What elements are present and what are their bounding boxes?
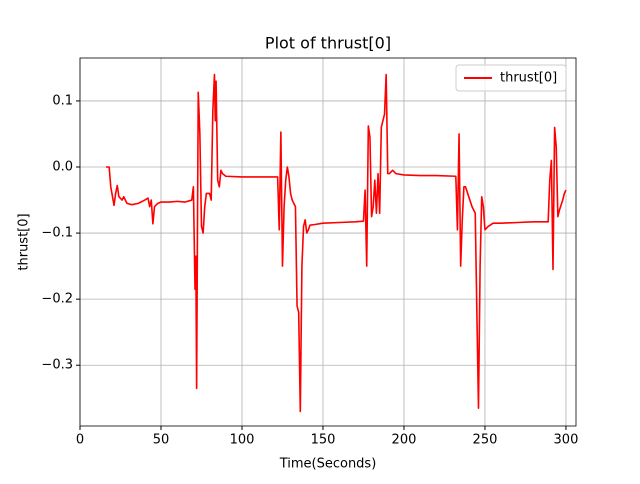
y-axis-label: thrust[0] bbox=[17, 213, 32, 270]
x-tick-label: 50 bbox=[153, 433, 170, 448]
legend-box bbox=[455, 64, 567, 92]
y-tick-label: −0.1 bbox=[41, 226, 73, 241]
x-axis-label: Time(Seconds) bbox=[279, 457, 377, 472]
y-tick-label: 0.0 bbox=[52, 160, 73, 175]
y-tick-label: 0.1 bbox=[52, 93, 73, 108]
y-tick-label: −0.3 bbox=[41, 358, 73, 373]
chart-title: Plot of thrust[0] bbox=[265, 34, 391, 53]
y-tick-label: −0.2 bbox=[41, 292, 73, 307]
x-tick-label: 250 bbox=[473, 433, 498, 448]
legend-label: thrust[0] bbox=[500, 71, 557, 86]
legend: thrust[0] bbox=[455, 64, 567, 92]
x-tick-label: 150 bbox=[311, 433, 336, 448]
plot-frame bbox=[79, 57, 577, 427]
x-tick-label: 0 bbox=[76, 433, 84, 448]
x-tick-label: 100 bbox=[230, 433, 255, 448]
x-tick-label: 300 bbox=[554, 433, 579, 448]
data-line bbox=[105, 73, 567, 413]
x-tick-label: 200 bbox=[392, 433, 417, 448]
